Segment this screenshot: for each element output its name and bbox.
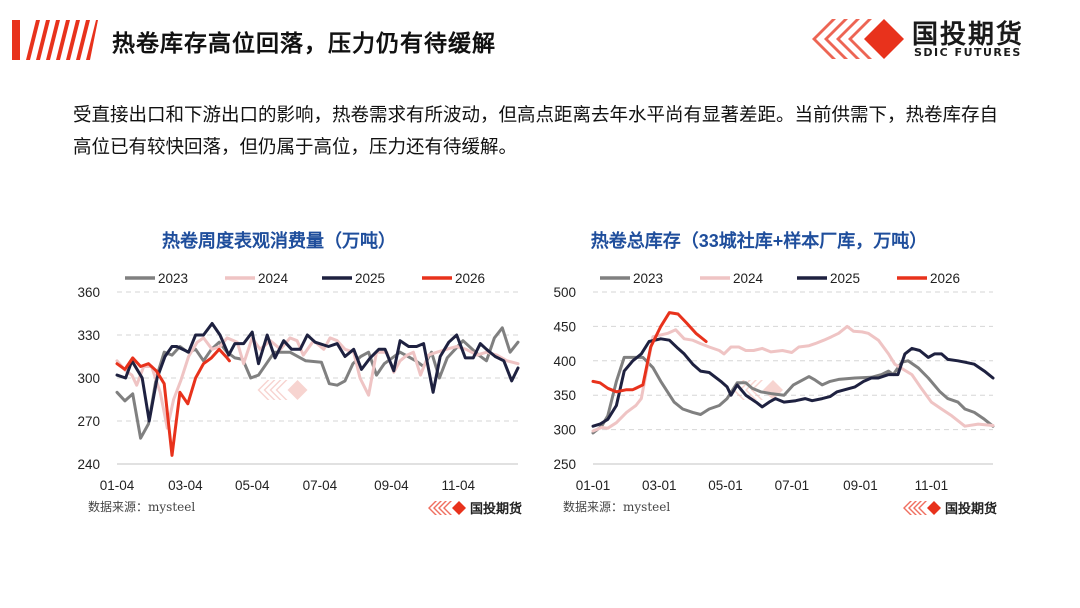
page-title: 热卷库存高位回落，压力仍有待缓解	[112, 31, 496, 57]
footer-logo-stripe	[918, 501, 927, 515]
series-line-2026	[591, 311, 708, 394]
x-tick-label: 07-04	[303, 478, 338, 493]
header-stripes-decoration	[12, 20, 98, 60]
footer-logo-stripe	[443, 501, 452, 515]
sdic-logo-icon	[812, 19, 904, 59]
legend-label-2024: 2024	[733, 271, 764, 286]
watermark-diamond	[763, 380, 783, 400]
watermark-stripe	[263, 380, 276, 400]
x-tick-label: 07-01	[775, 478, 810, 493]
x-tick-label: 03-01	[642, 478, 677, 493]
consumption-chart-group: 热卷周度表观消费量（万吨） 240 270 300 330 360 01-04 03-04 05…	[77, 230, 522, 516]
data-source: 数据来源：mysteel	[563, 499, 670, 514]
y-tick-label: 300	[553, 423, 576, 438]
series-line-2026	[115, 347, 231, 457]
footer-logo-stripe	[428, 501, 437, 515]
y-tick-label: 300	[77, 371, 100, 386]
logo-text-cn: 国投期货	[912, 20, 1025, 50]
x-tick-label: 09-01	[843, 478, 878, 493]
footer-logo-stripe	[908, 501, 917, 515]
footer-logo-text: 国投期货	[470, 501, 522, 516]
inventory-chart-group: 热卷总库存（33城社库+样本厂库，万吨） 250 300 350 400 450 500 01…	[553, 230, 997, 516]
watermark-stripe	[751, 380, 763, 400]
footer-logo-stripe	[433, 501, 442, 515]
y-tick-label: 360	[77, 285, 100, 300]
series-line-2025	[591, 337, 995, 428]
legend-label-2025: 2025	[830, 271, 860, 286]
y-tick-label: 240	[77, 457, 100, 472]
x-tick-label: 11-04	[441, 478, 475, 493]
y-tick-label: 500	[553, 285, 576, 300]
legend-label-2025: 2025	[355, 271, 385, 286]
footer-logo-diamond	[927, 501, 941, 515]
legend-label-2026: 2026	[455, 271, 485, 286]
footer-logo-stripe	[903, 501, 912, 515]
watermark-stripe	[275, 380, 288, 400]
series-line-2023	[591, 355, 995, 435]
legend-label-2023: 2023	[633, 271, 663, 286]
x-tick-label: 01-01	[576, 478, 611, 493]
y-tick-label: 350	[553, 388, 576, 403]
footer-logo-stripe	[438, 501, 447, 515]
watermark-stripe	[745, 380, 757, 400]
y-tick-label: 330	[77, 328, 100, 343]
x-tick-label: 09-04	[374, 478, 409, 493]
summary-paragraph: 受直接出口和下游出口的影响，热卷需求有所波动，但高点距离去年水平尚有显著差距。当…	[73, 105, 999, 158]
logo-text-en: SDIC FUTURES	[914, 46, 1022, 59]
watermark-stripe	[257, 380, 270, 400]
watermark-diamond	[287, 380, 308, 400]
x-tick-label: 03-04	[168, 478, 203, 493]
footer-logo-text: 国投期货	[945, 501, 997, 516]
x-tick-label: 05-01	[708, 478, 743, 493]
y-tick-label: 450	[553, 319, 576, 334]
x-tick-label: 05-04	[235, 478, 270, 493]
watermark-stripe	[269, 380, 282, 400]
legend-label-2024: 2024	[258, 271, 289, 286]
y-tick-label: 270	[77, 414, 100, 429]
chart-title: 热卷周度表观消费量（万吨）	[162, 230, 396, 251]
x-tick-label: 01-04	[100, 478, 135, 493]
data-source: 数据来源：mysteel	[88, 499, 195, 514]
y-tick-label: 400	[553, 354, 576, 369]
y-tick-label: 250	[553, 457, 576, 472]
footer-logo-stripe	[913, 501, 922, 515]
legend-label-2026: 2026	[930, 271, 960, 286]
series-line-2024	[115, 336, 520, 430]
legend-label-2023: 2023	[158, 271, 188, 286]
chart-title: 热卷总库存（33城社库+样本厂库，万吨）	[591, 230, 928, 251]
x-tick-label: 11-01	[915, 478, 949, 493]
footer-logo-diamond	[452, 501, 466, 515]
